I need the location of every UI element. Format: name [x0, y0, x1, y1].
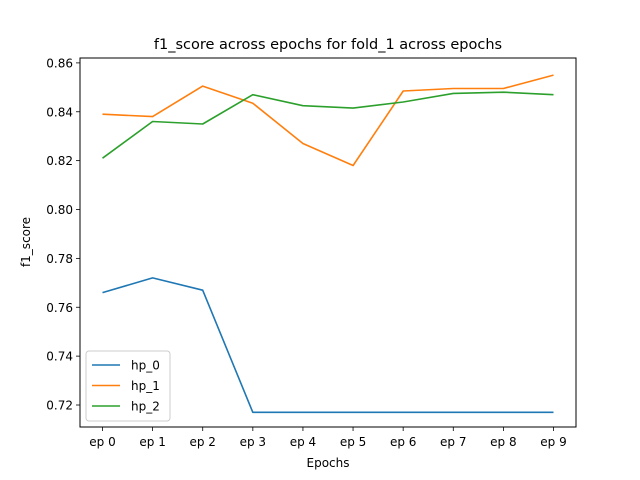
x-tick-label: ep 1 — [139, 435, 165, 449]
y-axis: 0.72 0.74 0.76 0.78 0.80 0.82 0.84 0.86 — [46, 56, 80, 413]
y-tick-label: 0.74 — [46, 350, 73, 364]
x-tick-label: ep 6 — [390, 435, 416, 449]
x-tick-label: ep 8 — [490, 435, 516, 449]
x-axis: ep 0 ep 1 ep 2 ep 3 ep 4 ep 5 ep 6 ep 7 ep 8 ep 9 — [89, 427, 567, 449]
x-tick-label: ep 9 — [540, 435, 566, 449]
y-axis-label: f1_score — [19, 217, 33, 267]
y-tick-label: 0.84 — [46, 105, 73, 119]
x-tick-label: ep 4 — [290, 435, 316, 449]
y-tick-label: 0.72 — [46, 399, 73, 413]
chart-title: f1_score across epochs for fold_1 across… — [154, 37, 502, 53]
series-line-hp_2 — [102, 91, 554, 159]
legend-label: hp_1 — [131, 379, 160, 393]
y-tick-label: 0.80 — [46, 203, 73, 217]
y-tick-label: 0.76 — [46, 301, 73, 315]
plot-series — [102, 74, 554, 414]
x-tick-label: ep 2 — [189, 435, 215, 449]
x-axis-label: Epochs — [307, 456, 350, 470]
legend-label: hp_2 — [131, 400, 160, 414]
plot-frame — [79, 57, 577, 428]
x-tick-label: ep 0 — [89, 435, 115, 449]
legend-label: hp_0 — [131, 359, 160, 373]
y-tick-label: 0.78 — [46, 252, 73, 266]
series-line-hp_1 — [102, 74, 554, 167]
x-tick-label: ep 3 — [240, 435, 266, 449]
y-tick-label: 0.82 — [46, 154, 73, 168]
x-tick-label: ep 7 — [440, 435, 466, 449]
series-line-hp_0 — [102, 277, 554, 414]
x-tick-label: ep 5 — [340, 435, 366, 449]
legend-box — [85, 350, 171, 422]
y-tick-label: 0.86 — [46, 56, 73, 70]
legend: hp_0 hp_1 hp_2 — [85, 350, 171, 422]
